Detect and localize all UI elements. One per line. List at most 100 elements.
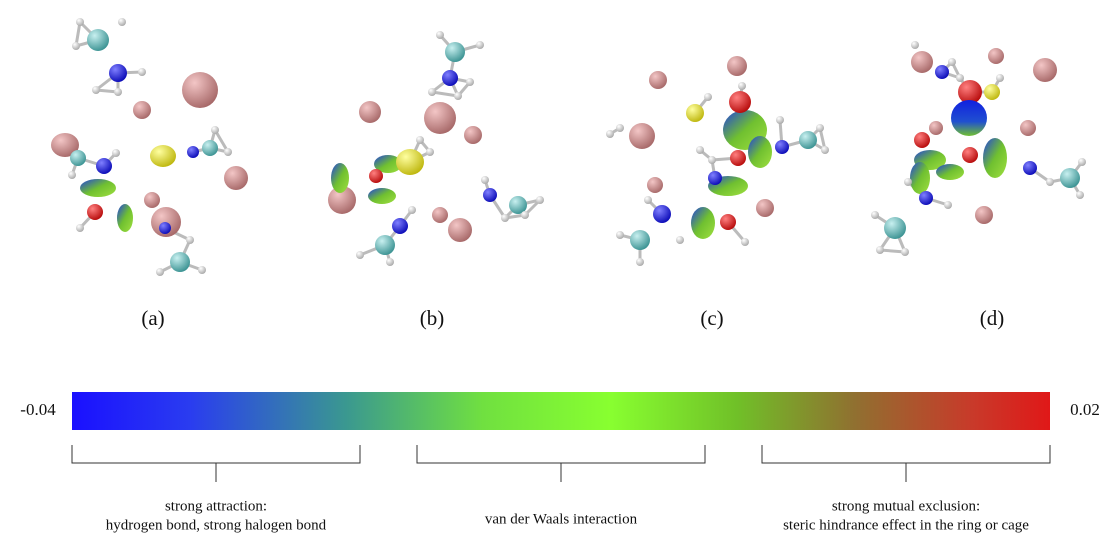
atom <box>1023 161 1037 175</box>
atom <box>224 166 248 190</box>
atom <box>521 211 529 219</box>
atom <box>448 218 472 242</box>
atom <box>186 236 194 244</box>
atom <box>76 224 84 232</box>
atom <box>676 236 684 244</box>
atom <box>871 211 879 219</box>
region-label: strong mutual exclusion: <box>832 498 980 514</box>
atom <box>426 148 434 156</box>
atom <box>483 188 497 202</box>
atom <box>92 86 100 94</box>
atom <box>87 29 109 51</box>
atom <box>481 176 489 184</box>
atom <box>775 140 789 154</box>
atom <box>696 146 704 154</box>
brackets <box>72 445 1050 482</box>
atom <box>653 205 671 223</box>
atom <box>392 218 408 234</box>
atom <box>109 64 127 82</box>
atom <box>454 92 462 100</box>
atom <box>647 177 663 193</box>
atom <box>720 214 736 230</box>
panel-label: (b) <box>420 306 445 330</box>
bracket <box>72 445 360 482</box>
atom <box>114 88 122 96</box>
atom <box>727 56 747 76</box>
atom <box>884 217 906 239</box>
page: -0.04 0.02 strong attraction: hydrogen b… <box>0 0 1110 538</box>
isosurface <box>910 162 930 194</box>
atom <box>901 248 909 256</box>
region-label: hydrogen bond, strong halogen bond <box>106 517 327 533</box>
atom <box>70 150 86 166</box>
atom <box>944 201 952 209</box>
panel-label: (d) <box>980 306 1005 330</box>
atom <box>630 230 650 250</box>
atom <box>741 238 749 246</box>
atom <box>876 246 884 254</box>
atom <box>1078 158 1086 166</box>
atom <box>464 126 482 144</box>
atom <box>424 102 456 134</box>
atom <box>68 171 76 179</box>
isosurface <box>117 204 133 232</box>
atom <box>1033 58 1057 82</box>
colorbar-max-label: 0.02 <box>1070 400 1100 419</box>
atom <box>1076 191 1084 199</box>
atom <box>187 146 199 158</box>
atom <box>442 70 458 86</box>
atom <box>150 145 176 167</box>
colorbar-min-label: -0.04 <box>20 400 56 419</box>
atom <box>686 104 704 122</box>
isosurface <box>983 138 1007 178</box>
atom <box>408 206 416 214</box>
atom <box>962 147 978 163</box>
isosurface <box>331 163 349 193</box>
isosurface <box>80 179 116 197</box>
atom <box>396 149 424 175</box>
atom <box>975 206 993 224</box>
atom <box>738 82 746 90</box>
molecule-panel <box>871 41 1086 256</box>
atom <box>935 65 949 79</box>
isosurface <box>951 100 987 136</box>
atom <box>224 148 232 156</box>
atom <box>156 268 164 276</box>
atom <box>644 196 652 204</box>
atom <box>629 123 655 149</box>
region-label: van der Waals interaction <box>485 511 638 527</box>
atom <box>170 252 190 272</box>
atom <box>948 58 956 66</box>
atom <box>988 48 1004 64</box>
atom <box>159 222 171 234</box>
atom <box>133 101 151 119</box>
isosurface <box>936 164 964 180</box>
atom <box>616 231 624 239</box>
atom <box>821 146 829 154</box>
atom <box>386 258 394 266</box>
atom <box>799 131 817 149</box>
atom <box>96 158 112 174</box>
bracket <box>417 445 705 482</box>
molecule-panel <box>51 18 248 276</box>
atom <box>375 235 395 255</box>
molecule-panel <box>606 56 829 266</box>
atom <box>432 207 448 223</box>
atom <box>359 101 381 123</box>
atom <box>211 126 219 134</box>
atom <box>501 214 509 222</box>
atom <box>616 124 624 132</box>
atom <box>996 74 1004 82</box>
molecule-panel <box>328 31 544 266</box>
atom <box>76 18 84 26</box>
atom <box>729 91 751 113</box>
figure: -0.04 0.02 strong attraction: hydrogen b… <box>0 0 1110 538</box>
atom <box>606 130 614 138</box>
atom <box>1046 178 1054 186</box>
atom <box>112 149 120 157</box>
molecular-renders <box>51 18 1086 276</box>
atom <box>919 191 933 205</box>
atom <box>198 266 206 274</box>
panel-label: (c) <box>700 306 723 330</box>
region-label: steric hindrance effect in the ring or c… <box>783 517 1029 533</box>
